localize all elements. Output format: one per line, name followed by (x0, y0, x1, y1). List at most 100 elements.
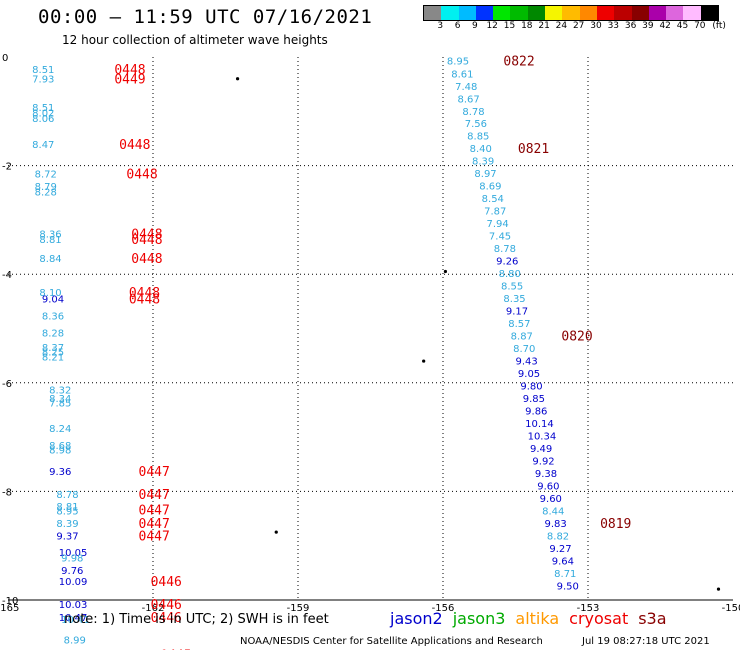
legend-item-jason2: jason2 (390, 609, 443, 628)
scale-tick-label: 9 (472, 21, 478, 31)
pass-time-label: 0445 (160, 648, 191, 650)
pass-time-label: 0447 (139, 465, 170, 480)
scale-swatch (614, 6, 632, 20)
scale-tick-label: 15 (503, 21, 516, 31)
wave-height-value: 8.98 (49, 446, 71, 457)
map-axis-labels: -165 -162 -159 -156 -153 -150 0 -2 -4 -6 -8 -10 (0, 53, 740, 614)
wave-height-value: 9.38 (535, 469, 557, 480)
wave-height-value: 8.95 (447, 56, 469, 67)
wave-height-value: 9.05 (518, 369, 540, 380)
wave-height-value: 7.93 (32, 75, 54, 86)
wave-height-color-scale (423, 5, 720, 21)
pass-time-label: 0448 (131, 227, 162, 242)
wave-height-value: 9.60 (537, 481, 559, 492)
scale-swatch (493, 6, 511, 20)
wave-height-value: 8.78 (56, 490, 78, 501)
pass-time-label: 0446 (151, 611, 182, 626)
wave-height-value: 9.50 (557, 581, 579, 592)
wave-height-value: 10.05 (59, 548, 88, 559)
wave-height-value: 8.95 (56, 506, 78, 517)
wave-height-value: 10.34 (528, 431, 557, 442)
wave-height-value: 8.34 (49, 394, 71, 405)
wave-height-value: 8.37 (42, 343, 64, 354)
wave-height-value: 8.39 (472, 157, 494, 168)
scale-swatch (579, 6, 597, 20)
wave-height-value: 8.81 (56, 502, 78, 513)
scale-tick-label: 30 (590, 21, 602, 31)
wave-height-value: 8.61 (451, 69, 473, 80)
wave-height-value: 9.80 (520, 382, 542, 393)
legend-item-altika: altika (515, 609, 560, 628)
scale-tick-label: 12 (486, 21, 498, 31)
legend-item-s3a: s3a (638, 609, 667, 628)
y-tick-label: -6 (2, 379, 12, 390)
pass-time-label: 0446 (151, 575, 182, 590)
island-marker (716, 587, 721, 591)
pass-time-label: 0448 (131, 252, 162, 267)
wave-height-value: 8.72 (35, 170, 57, 181)
scale-swatch (666, 6, 684, 20)
wave-height-value: 8.85 (467, 132, 489, 143)
wave-height-value: 9.60 (540, 494, 562, 505)
wave-height-value: 8.99 (64, 636, 86, 647)
island-marker (422, 359, 426, 363)
wave-height-value: 7.45 (489, 232, 511, 243)
wave-height-value: 10.03 (59, 600, 88, 611)
wave-height-value: 8.70 (513, 344, 535, 355)
scale-tick-label: 45 (676, 21, 689, 31)
scale-tick-label: 18 (521, 21, 533, 31)
wave-height-value: 9.17 (506, 307, 528, 318)
credit-text: NOAA/NESDIS Center for Satellite Applica… (240, 636, 543, 647)
wave-height-value: 8.24 (49, 424, 71, 435)
scale-tick-label: 3 (437, 21, 444, 31)
scale-swatch (596, 6, 615, 20)
pass-time-label: 0447 (139, 529, 170, 544)
y-tick-label: -8 (2, 487, 12, 498)
wave-height-value: 7.56 (465, 119, 487, 130)
wave-height-value: 9.36 (49, 467, 71, 478)
scale-tick-label: (ft) (712, 21, 726, 31)
wave-height-value: 9.37 (56, 531, 78, 542)
wave-height-value: 7.94 (487, 219, 509, 230)
wave-height-value: 8.69 (479, 182, 501, 193)
wave-height-value: 8.28 (42, 328, 64, 339)
wave-height-value: 10.14 (525, 419, 554, 430)
scale-tick-label: 39 (642, 21, 654, 31)
wave-height-value: 7.85 (49, 398, 71, 409)
scale-tick-label: 6 (454, 21, 461, 31)
wave-height-value: 8.40 (470, 144, 492, 155)
scale-swatch (441, 6, 459, 20)
y-tick-label: -2 (2, 162, 12, 173)
wave-height-value: 8.79 (35, 182, 57, 193)
scale-swatch (527, 6, 546, 20)
scale-tick-label: 24 (555, 21, 568, 31)
wave-height-value: 9.43 (516, 357, 538, 368)
y-tick-label: -4 (2, 270, 12, 281)
x-tick-label: -150 (722, 603, 740, 614)
pass-time-label: 0821 (518, 142, 549, 157)
wave-height-value: 8.78 (462, 107, 484, 118)
wave-height-value: 7.87 (484, 207, 506, 218)
pass-time-label: 0448 (131, 233, 162, 248)
pass-time-label: 0448 (119, 138, 150, 153)
wave-height-value: 8.84 (39, 254, 61, 265)
island-marker (443, 269, 448, 274)
wave-height-value: 8.78 (494, 244, 516, 255)
island-marker (235, 77, 240, 81)
wave-height-value: 8.81 (39, 235, 61, 246)
pass-time-label: 0448 (129, 286, 160, 301)
wave-height-value: 8.36 (39, 229, 61, 240)
wave-height-value: 8.21 (42, 353, 64, 364)
wave-height-value: 8.39 (56, 519, 78, 530)
wave-height-value: 9.86 (525, 406, 547, 417)
wave-height-value: 8.02 (32, 108, 54, 119)
scale-swatch (424, 6, 442, 20)
timestamp-text: Jul 19 08:27:18 UTC 2021 (582, 636, 710, 647)
wave-height-value: 8.32 (49, 385, 71, 396)
wave-height-value: 10.09 (59, 577, 88, 588)
scale-tick-label: 36 (624, 21, 637, 31)
scale-swatch (510, 6, 528, 20)
wave-height-value: 8.10 (39, 288, 61, 299)
scale-tick-label: 27 (572, 21, 585, 31)
